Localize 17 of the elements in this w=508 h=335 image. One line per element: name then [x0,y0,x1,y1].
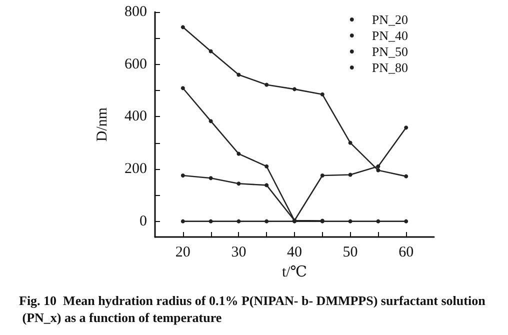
y-tick-label: 0 [140,213,147,230]
legend-label: PN_20 [372,12,408,27]
y-tick-label: 800 [124,4,147,20]
legend-label: PN_40 [372,28,408,43]
text: Fig. 10 Mean hydration radius of 0.1% P(NIPAN- b- DMMPPS) surfactant solution (PN_x) as a function of temperature [19,293,486,325]
legend-label: PN_50 [372,44,408,59]
legend-label: PN_80 [372,60,408,75]
y-axis-title: D/nm [94,107,110,142]
x-tick-label: 50 [342,244,358,260]
x-tick-label: 20 [175,244,190,260]
y-tick-label: 200 [124,160,147,177]
y-tick-label: 600 [124,56,147,72]
x-tick-label: 60 [398,244,414,260]
x-tick-label: 30 [231,244,246,260]
x-tick-label: 40 [287,244,302,260]
x-axis-title: t/℃ [282,264,308,280]
y-tick-label: 400 [124,108,147,125]
